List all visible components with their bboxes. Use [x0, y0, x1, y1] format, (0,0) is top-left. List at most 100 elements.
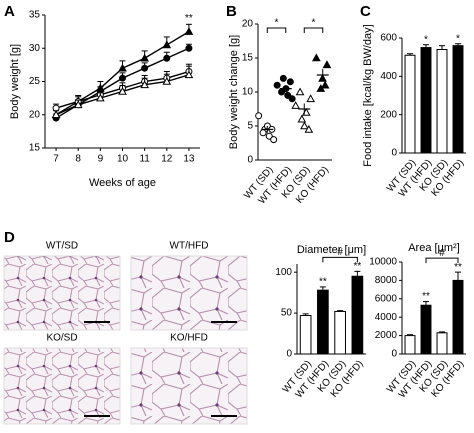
marker: [270, 136, 278, 144]
annotation: *: [424, 34, 428, 45]
annotation: **: [422, 291, 430, 302]
marker: [255, 112, 263, 120]
x-tick-label: 8: [75, 154, 81, 165]
marker: [141, 64, 149, 72]
bracket-label: #: [337, 247, 343, 258]
y-tick-label: 20: [29, 109, 41, 120]
bar: [420, 304, 432, 355]
bar: [452, 45, 464, 154]
x-axis-label: Weeks of age: [89, 177, 156, 189]
bracket-label: *: [275, 18, 279, 29]
y-tick-label: 400: [380, 71, 397, 82]
marker: [119, 74, 126, 82]
y-tick-label: 4000: [375, 312, 398, 323]
bracket: [425, 257, 459, 264]
y-tick-label: 25: [29, 76, 41, 87]
marker: [184, 27, 194, 35]
y-axis-label: Food intake [kcal/kg BW/day]: [362, 24, 374, 166]
bar: [436, 332, 448, 355]
x-tick-label: 12: [161, 154, 173, 165]
panel-letter: D: [4, 229, 15, 246]
marker: [312, 53, 321, 62]
bar: [299, 315, 312, 355]
annotation: **: [319, 277, 327, 288]
marker: [52, 104, 60, 112]
marker: [306, 94, 315, 103]
y-tick-label: 600: [380, 33, 397, 44]
y-tick-label: 15: [242, 53, 254, 64]
bracket: [266, 27, 287, 33]
bar: [452, 279, 464, 355]
bracket-label: #: [439, 248, 445, 259]
marker: [162, 40, 172, 49]
x-tick-label: 7: [53, 154, 59, 165]
marker: [322, 60, 332, 69]
bracket: [322, 256, 358, 263]
histology-image: [130, 347, 248, 425]
y-tick-label: 50: [281, 308, 293, 319]
marker: [259, 129, 267, 137]
y-tick-label: 0: [286, 349, 292, 360]
marker: [184, 70, 194, 79]
marker: [163, 54, 171, 62]
panel-letter: B: [226, 3, 237, 20]
marker: [300, 121, 309, 130]
y-tick-label: 0: [247, 155, 253, 166]
bar: [351, 275, 364, 355]
image-label: KO/HFD: [170, 333, 208, 344]
histology-image: [3, 255, 121, 331]
bar: [436, 49, 448, 154]
annotation: **: [185, 13, 193, 24]
y-tick-label: 6000: [375, 293, 398, 304]
image-label: WT/SD: [46, 241, 78, 252]
marker: [118, 86, 127, 95]
marker: [297, 114, 307, 123]
marker: [140, 53, 149, 62]
bar: [317, 289, 329, 355]
y-tick-label: 8000: [375, 275, 398, 286]
y-tick-label: 0: [391, 349, 397, 360]
annotation: *: [456, 33, 460, 44]
marker: [51, 110, 61, 119]
chart-title: Diameter [μm]: [297, 244, 366, 256]
x-tick-label: 9: [98, 154, 104, 165]
marker: [295, 87, 305, 96]
marker: [288, 95, 296, 103]
y-tick-label: 0: [391, 148, 397, 159]
marker: [118, 63, 127, 72]
bracket-label: *: [312, 18, 316, 29]
marker: [291, 101, 300, 109]
annotation: **: [353, 261, 361, 272]
y-tick-label: 20: [242, 19, 254, 30]
marker: [140, 80, 149, 89]
y-tick-label: 15: [29, 143, 41, 154]
marker: [279, 74, 287, 82]
marker: [320, 80, 330, 89]
bar: [420, 47, 432, 154]
chart-title: Area [μm²]: [408, 242, 460, 254]
x-tick-label: 13: [183, 154, 195, 165]
y-tick-label: 10000: [369, 257, 397, 268]
bar: [404, 335, 416, 355]
y-axis-label: Body weight change [g]: [228, 35, 240, 149]
bracket: [303, 27, 324, 33]
y-tick-label: 5: [247, 121, 253, 132]
marker: [273, 81, 281, 89]
marker: [162, 76, 172, 85]
marker: [304, 124, 314, 133]
marker: [73, 100, 83, 109]
bar: [404, 54, 416, 154]
y-tick-label: 100: [275, 267, 292, 278]
image-label: WT/HFD: [170, 241, 209, 252]
y-tick-label: 35: [29, 10, 41, 21]
x-tick-label: 10: [117, 154, 129, 165]
annotation: **: [454, 262, 462, 273]
y-tick-label: 200: [380, 109, 397, 120]
bar: [334, 310, 346, 355]
histology-image: [130, 255, 248, 331]
marker: [286, 78, 294, 86]
panel-letter: C: [360, 3, 371, 20]
y-tick-label: 30: [29, 43, 41, 54]
y-axis-label: Body weight [g]: [9, 44, 21, 119]
